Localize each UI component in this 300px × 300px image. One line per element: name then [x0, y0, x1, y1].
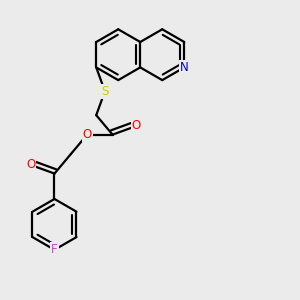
Text: N: N — [180, 61, 189, 74]
Text: F: F — [51, 243, 58, 256]
Text: S: S — [101, 85, 109, 98]
Text: O: O — [26, 158, 35, 171]
Text: O: O — [132, 119, 141, 132]
Text: O: O — [82, 128, 92, 141]
